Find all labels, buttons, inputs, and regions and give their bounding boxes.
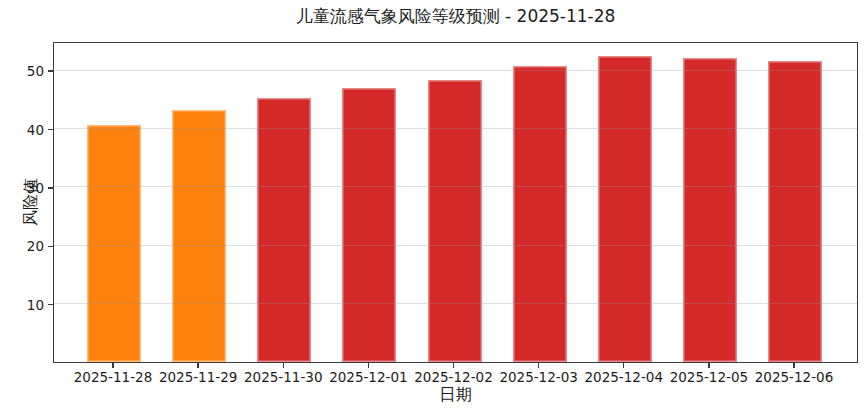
gridline xyxy=(54,186,857,187)
x-tick-mark xyxy=(197,363,198,368)
x-tick-mark xyxy=(368,363,369,368)
x-tick-label: 2025-12-01 xyxy=(320,369,416,385)
bar xyxy=(683,58,737,362)
gridline xyxy=(54,128,857,129)
x-tick-mark xyxy=(283,363,284,368)
bar xyxy=(342,88,396,362)
y-tick-label: 10 xyxy=(10,298,44,312)
x-tick-label: 2025-12-04 xyxy=(576,369,672,385)
x-tick-mark xyxy=(538,363,539,368)
x-tick-label: 2025-12-03 xyxy=(491,369,587,385)
x-tick-mark xyxy=(623,363,624,368)
bar xyxy=(257,98,311,362)
bar xyxy=(172,110,226,362)
y-tick-mark xyxy=(48,187,53,188)
plot-area xyxy=(53,42,858,363)
y-tick-label: 30 xyxy=(10,181,44,195)
x-tick-mark xyxy=(708,363,709,368)
y-tick-label: 20 xyxy=(10,239,44,253)
x-tick-label: 2025-12-06 xyxy=(746,369,842,385)
x-tick-label: 2025-11-29 xyxy=(150,369,246,385)
x-tick-mark xyxy=(112,363,113,368)
x-tick-mark xyxy=(793,363,794,368)
x-tick-mark xyxy=(453,363,454,368)
bar xyxy=(87,125,141,362)
gridline xyxy=(54,245,857,246)
y-tick-label: 40 xyxy=(10,123,44,137)
y-tick-label: 50 xyxy=(10,64,44,78)
bar xyxy=(598,56,652,362)
x-tick-label: 2025-12-02 xyxy=(406,369,502,385)
y-tick-mark xyxy=(48,129,53,130)
chart-title: 儿童流感气象风险等级预测 - 2025-11-28 xyxy=(53,5,858,28)
flu-risk-bar-chart: 儿童流感气象风险等级预测 - 2025-11-28 风险值 1020304050… xyxy=(0,0,864,412)
gridline xyxy=(54,303,857,304)
x-tick-label: 2025-11-28 xyxy=(65,369,161,385)
x-axis-label: 日期 xyxy=(53,384,858,406)
bar xyxy=(768,61,822,362)
bar xyxy=(428,80,482,362)
y-tick-mark xyxy=(48,304,53,305)
x-tick-label: 2025-11-30 xyxy=(235,369,331,385)
y-tick-mark xyxy=(48,246,53,247)
x-tick-label: 2025-12-05 xyxy=(661,369,757,385)
bar xyxy=(513,66,567,362)
y-tick-mark xyxy=(48,70,53,71)
gridline xyxy=(54,70,857,71)
